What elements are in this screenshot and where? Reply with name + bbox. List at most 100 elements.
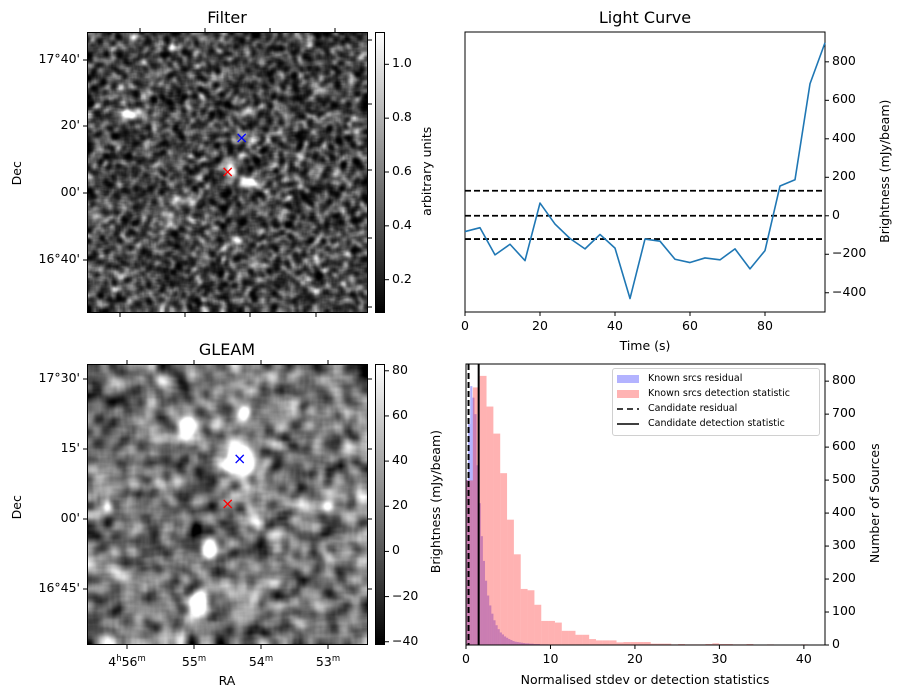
histogram-bar-detection [616,642,624,645]
gleam-title: GLEAM [198,340,256,359]
lightcurve-ytick-label: −200 [832,245,867,261]
gleam-colorbar-frame [375,364,385,645]
gleam-colorbar-tick-label: 60 [392,406,408,422]
histogram-bar-detection [486,406,494,645]
histogram-bar-detection [712,643,720,645]
histogram-bar-residual [493,620,496,645]
legend-swatch-detection [617,389,639,398]
gleam-colorbar-tick-label: −20 [392,587,419,603]
histogram-bar-residual [523,643,526,645]
histogram-bar-residual [525,643,528,645]
lightcurve-ytick-label: 600 [832,91,856,107]
histogram-bar-detection [500,473,508,645]
gleam-colorbar-tick-label: 0 [392,542,400,558]
histogram-ytick-label: 500 [832,471,856,487]
legend-item: Candidate residual [617,401,814,416]
histogram-ylabel: Number of Sources [866,443,882,564]
histogram-xtick-label: 20 [626,651,643,666]
filter-colorbar [375,32,384,312]
histogram-bar-residual [510,640,513,645]
filter-ytick-label: 20' [60,117,80,132]
gleam-ra-label: RA [218,673,236,688]
histogram-bar-residual [480,536,483,645]
gleam-colorbar-tick-label: 80 [392,361,408,377]
histogram-ytick-label: 200 [832,570,856,586]
ra-hours-unit: h [116,654,122,664]
histogram-xtick-label: 40 [795,651,812,666]
histogram-bar-residual [487,595,490,645]
gleam-frame [87,364,368,645]
histogram-bar-residual [501,634,505,645]
filter-colorbar-tick-label: 0.6 [392,163,412,178]
histogram-bar-residual [476,465,479,645]
histogram-ytick-label: 700 [832,405,856,421]
histogram-ytick-label: 300 [832,537,856,553]
filter-colorbar-frame [375,32,385,313]
known-source-marker: × [233,449,247,468]
legend-label: Candidate residual [648,403,738,414]
histogram-bar-residual [518,642,521,645]
histogram-bar-residual [506,637,509,645]
ra-minutes: 56 [121,654,138,669]
lightcurve-ytick-label: 0 [832,206,840,222]
histogram-ytick-label: 0 [832,636,840,651]
filter-colorbar-tick-label: 0.4 [392,216,412,232]
histogram-bar-residual [531,643,534,645]
histogram-bar-residual [514,641,517,645]
histogram-bar-residual [470,386,473,645]
legend-item: Known srcs residual [617,371,814,386]
histogram-bar-detection [602,640,610,645]
histogram-bar-detection [568,630,576,645]
histogram-bar-detection [609,640,617,645]
legend-solid-line-icon [617,420,639,428]
histogram-bar-residual [489,605,492,645]
gleam-xtick-label: 4h56m [87,654,167,669]
histogram-bar-detection [507,519,514,645]
lightcurve-xlabel: Time (s) [619,338,671,353]
histogram-bar-detection [520,588,528,645]
gleam-xtick-label: 54m [221,654,301,669]
histogram-bar-residual [504,636,507,645]
histogram-bar-residual [527,643,530,645]
histogram-bar-detection [643,642,651,645]
filter-ytick-label: 17°40' [38,51,81,66]
ra-minutes-unit: m [331,654,341,664]
ra-minutes-unit: m [264,654,274,664]
lightcurve-ytick-label: 800 [832,52,856,68]
histogram-bar-detection [650,643,658,645]
gleam-colorbar [375,364,384,644]
histogram-bar-residual [472,397,475,645]
lightcurve-ytick-label: 400 [832,129,856,145]
histogram-xtick-label: 10 [542,651,559,666]
filter-ytick-label: 16°40' [38,251,81,266]
gleam-ytick-label: 17°30' [38,370,81,385]
ra-minutes: 54 [248,654,265,669]
lightcurve-xtick-label: 60 [682,318,698,333]
histogram-bar-residual [485,580,488,645]
legend-label: Known srcs detection statistic [648,388,790,399]
lightcurve-xtick-label: 40 [607,318,623,333]
lightcurve-xtick-label: 80 [757,318,773,333]
lightcurve-xtick-label: 0 [461,318,469,333]
filter-colorbar-tick-label: 0.2 [392,270,412,286]
histogram-xlabel: Normalised stdev or detection statistics [520,672,770,687]
gleam-colorbar-tick-label: 40 [392,452,408,468]
histogram-xtick-label: 30 [711,651,728,666]
histogram-xtick-label: 0 [462,651,470,666]
known-source-marker: × [235,128,249,147]
histogram-bar-residual [497,629,500,645]
legend-dashed-line-icon [617,405,639,413]
histogram-legend: Known srcs residual Known srcs detection… [612,368,820,436]
histogram-bar-residual [468,424,471,645]
gleam-ytick-label: 00' [60,510,80,525]
filter-ytick-label: 00' [60,184,80,199]
histogram-bar-detection [561,630,569,645]
histogram-bar-residual [529,643,532,645]
histogram-bar-residual [474,414,477,645]
histogram-ytick-label: 100 [832,603,856,619]
ra-minutes: 55 [181,654,198,669]
histogram-bar-detection [472,387,480,645]
filter-image [87,32,367,312]
histogram-bar-detection [479,375,487,645]
histogram-bar-residual [495,625,498,645]
